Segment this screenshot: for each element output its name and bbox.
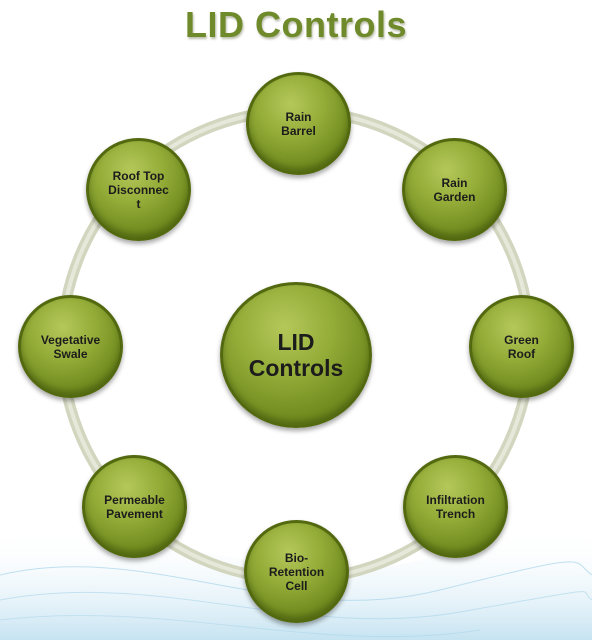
- node-label: Bio- Retention Cell: [268, 550, 325, 593]
- center-node: LID Controls: [220, 282, 372, 428]
- node-rain-garden: Rain Garden: [402, 138, 507, 241]
- node-infiltration-trench: Infiltration Trench: [403, 455, 508, 558]
- node-label: Rain Barrel: [281, 109, 316, 138]
- node-green-roof: Green Roof: [469, 295, 574, 398]
- node-bio-retention-cell: Bio- Retention Cell: [244, 520, 349, 623]
- node-rain-barrel: Rain Barrel: [246, 72, 351, 175]
- node-label: Permeable Pavement: [104, 492, 165, 521]
- node-label: Infiltration Trench: [426, 492, 485, 521]
- node-label: Vegetative Swale: [40, 332, 101, 361]
- node-roof-top-disconnect: Roof Top Disconnec t: [86, 138, 191, 241]
- node-permeable-pavement: Permeable Pavement: [82, 455, 187, 558]
- node-label: Green Roof: [504, 332, 539, 361]
- node-vegetative-swale: Vegetative Swale: [18, 295, 123, 398]
- page-title: LID Controls: [185, 4, 407, 45]
- node-label: Rain Garden: [433, 175, 476, 204]
- node-label: Roof Top Disconnec t: [108, 168, 169, 211]
- center-node-label: LID Controls: [248, 329, 344, 381]
